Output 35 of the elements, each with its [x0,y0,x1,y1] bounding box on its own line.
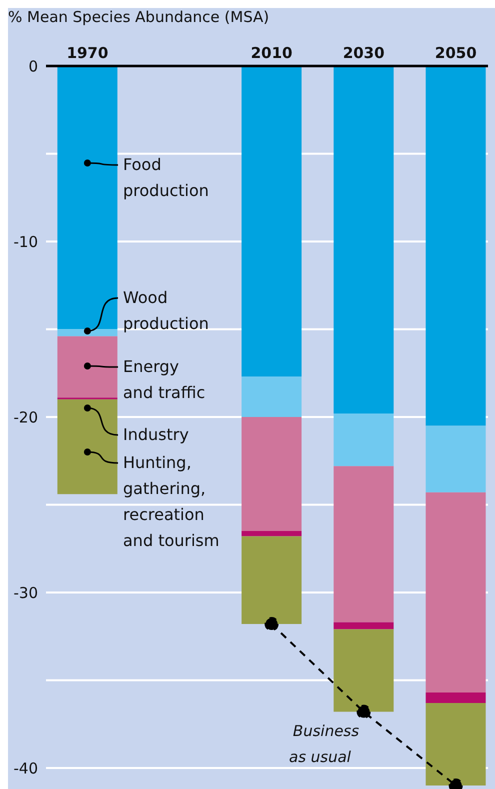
bar [334,413,394,466]
bar [426,703,486,786]
y-tick-label: -40 [14,759,38,778]
series-label: Industry [123,425,189,444]
bar [57,66,118,330]
series-label: Energy and traffic [123,357,206,402]
bar [426,492,486,692]
bar [242,376,302,417]
y-tick-label: -30 [14,584,38,602]
bar [57,336,118,398]
bar [57,399,118,494]
bar [242,536,302,624]
bar [426,692,486,704]
bar [242,531,302,536]
x-tick-label: 2030 [342,44,385,62]
bar [242,416,302,532]
y-axis-title: % Mean Species Abundance (MSA) [8,8,270,26]
y-tick-label: -10 [14,232,38,251]
bar [334,622,394,630]
bar [426,66,486,426]
y-tick-label: -20 [14,408,38,426]
x-tick-label: 1970 [66,44,108,62]
series-label: Wood production [123,288,209,333]
annotation: Business as usual [289,722,360,766]
bar [426,426,486,492]
bar [334,629,394,712]
bar [242,66,302,377]
bar [334,66,394,414]
series-label: Hunting, gathering, recreation and tourism [123,453,220,550]
bar [334,466,394,622]
series-label: Food production [123,155,209,200]
bar [57,329,118,336]
y-tick-label: 0 [28,57,38,76]
x-tick-label: 2050 [434,44,477,62]
x-tick-label: 2010 [250,44,292,62]
